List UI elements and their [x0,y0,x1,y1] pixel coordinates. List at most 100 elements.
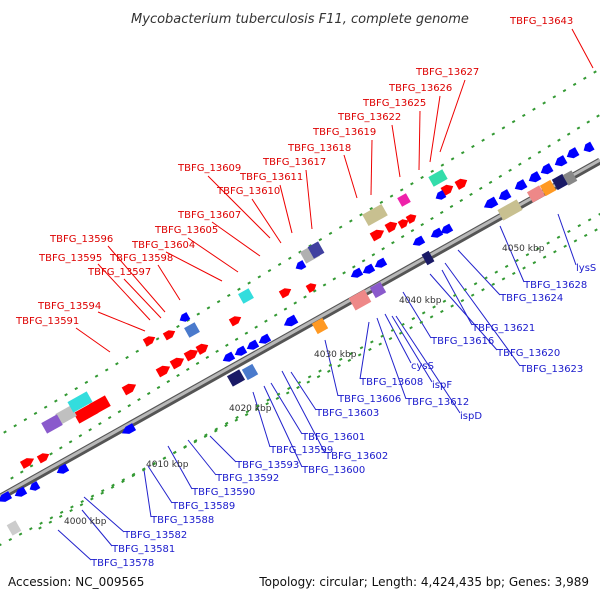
gene-label[interactable]: TBFG_13589 [171,501,235,512]
gene-label[interactable]: TBFG_13591 [15,316,79,327]
gene-feature[interactable] [6,520,22,536]
gene-feature[interactable] [184,322,200,338]
gene-label[interactable]: TBFG_13582 [123,530,187,541]
gene-label[interactable]: TBFG_13625 [362,98,426,109]
gene-feature[interactable] [562,170,578,186]
gene-label[interactable]: TBFG_13592 [215,473,279,484]
gene-label[interactable]: TBFG_13616 [430,336,494,347]
forward-gene[interactable] [369,227,387,242]
reverse-gene[interactable] [120,423,137,437]
gene-feature[interactable] [241,363,259,381]
gene-label[interactable]: TBFG_13595 [38,253,102,264]
gene-label[interactable]: TBFG_13620 [496,348,560,359]
forward-gene[interactable] [142,334,157,347]
gene-label[interactable]: TBFG_13599 [269,445,333,456]
reverse-gene[interactable] [429,227,444,241]
reverse-gene[interactable] [245,339,260,353]
reverse-gene[interactable] [439,223,454,237]
gene-label[interactable]: TBFG_13617 [262,157,326,168]
gene-feature[interactable] [55,405,77,425]
gene-label[interactable]: TBFG_13628 [523,280,587,291]
forward-gene[interactable] [384,219,400,233]
reverse-gene[interactable] [539,163,554,177]
forward-gene[interactable] [405,212,419,224]
gene-label[interactable]: TBFG_13594 [37,301,101,312]
gene-label[interactable]: ispF [432,380,452,391]
gene-feature[interactable] [311,317,329,335]
gene-label[interactable]: ispD [460,411,482,422]
gene-label[interactable]: TBFG_13597 [87,267,151,278]
reverse-gene[interactable] [434,190,447,202]
forward-gene[interactable] [183,347,201,362]
forward-gene[interactable] [195,341,211,355]
gene-label[interactable]: TBFG_13588 [150,515,214,526]
forward-gene[interactable] [162,328,177,341]
gene-label[interactable]: TBFG_13619 [312,127,376,138]
reverse-gene[interactable] [178,312,191,324]
reverse-gene[interactable] [553,155,568,169]
gene-feature[interactable] [526,185,546,203]
gene-label[interactable]: TBFG_13624 [499,293,563,304]
reverse-gene[interactable] [233,345,248,359]
reverse-gene[interactable] [411,235,426,249]
gene-label[interactable]: TBFG_13600 [301,465,365,476]
gene-feature[interactable] [428,169,448,187]
forward-gene[interactable] [278,286,293,299]
forward-gene[interactable] [169,355,187,370]
gene-label[interactable]: lysS [576,263,596,274]
gene-feature[interactable] [348,289,372,311]
gene-label[interactable]: TBFG_13581 [111,544,175,555]
reverse-gene[interactable] [565,147,580,161]
reverse-gene[interactable] [361,263,376,277]
gene-feature[interactable] [362,203,388,227]
gene-feature[interactable] [551,173,569,191]
gene-feature[interactable] [307,241,325,259]
reverse-gene[interactable] [0,491,13,505]
gene-feature[interactable] [421,250,435,266]
gene-feature[interactable] [238,288,254,304]
forward-gene[interactable] [397,217,411,229]
gene-label[interactable]: TBFG_13590 [191,487,255,498]
gene-feature[interactable] [41,414,63,434]
forward-gene[interactable] [305,281,319,293]
gene-label[interactable]: TBFG_13605 [154,225,218,236]
reverse-gene[interactable] [221,351,236,365]
forward-gene[interactable] [155,363,173,378]
forward-gene[interactable] [454,176,470,190]
reverse-gene[interactable] [513,179,528,193]
gene-feature[interactable] [89,395,111,415]
gene-label[interactable]: TBFG_13618 [287,143,351,154]
gene-label[interactable]: TBFG_13609 [177,163,241,174]
reverse-gene[interactable] [581,141,595,155]
forward-gene[interactable] [121,381,139,396]
gene-feature[interactable] [67,391,93,413]
gene-label[interactable]: TBFG_13602 [324,451,388,462]
forward-gene[interactable] [36,451,51,464]
reverse-gene[interactable] [373,257,388,271]
gene-label[interactable]: TBFG_13622 [337,112,401,123]
gene-label[interactable]: TBFG_13608 [359,377,423,388]
reverse-gene[interactable] [294,260,307,272]
gene-feature[interactable] [539,179,557,197]
gene-label[interactable]: TBFG_13643 [509,16,573,27]
gene-label[interactable]: TBFG_13610 [216,186,280,197]
gene-label[interactable]: TBFG_13596 [49,234,113,245]
gene-label[interactable]: TBFG_13623 [519,364,583,375]
forward-gene[interactable] [228,314,243,327]
reverse-gene[interactable] [349,267,364,281]
gene-label[interactable]: TBFG_13578 [90,558,154,569]
gene-label[interactable]: cysS [411,361,434,372]
gene-label[interactable]: TBFG_13607 [177,210,241,221]
reverse-gene[interactable] [497,189,512,203]
gene-label[interactable]: TBFG_13612 [405,397,469,408]
gene-feature[interactable] [497,199,523,221]
gene-feature[interactable] [226,369,246,387]
reverse-gene[interactable] [527,171,542,185]
gene-label[interactable]: TBFG_13611 [239,172,303,183]
gene-label[interactable]: TBFG_13601 [301,432,365,443]
gene-label[interactable]: TBFG_13621 [471,323,535,334]
reverse-gene[interactable] [282,314,299,330]
gene-label[interactable]: TBFG_13603 [315,408,379,419]
reverse-gene[interactable] [482,196,499,212]
gene-label[interactable]: TBFG_13627 [415,67,479,78]
